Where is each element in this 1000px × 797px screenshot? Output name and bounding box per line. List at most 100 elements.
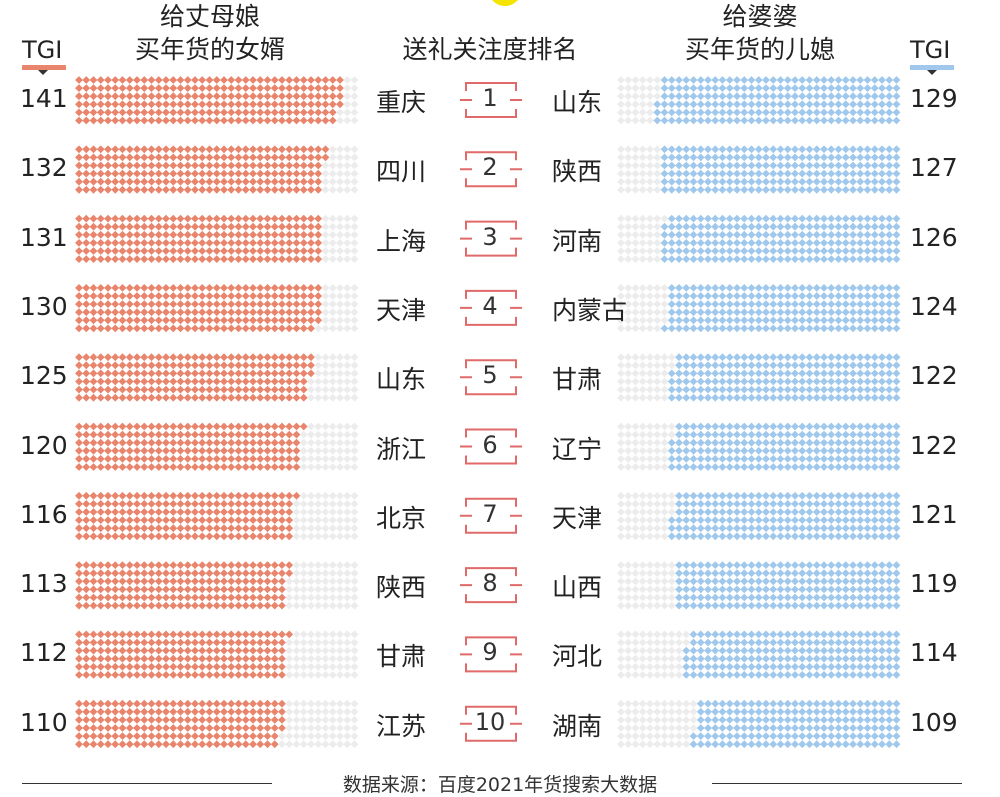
left-dot-filled [125,430,134,439]
dot-empty [314,630,323,639]
right-dot-filled [863,76,872,84]
right-dot-filled [870,430,879,439]
left-dot-filled [82,222,91,231]
left-dot-filled [104,585,112,594]
right-dot-filled [820,585,828,594]
dot-empty [682,724,691,732]
left-dot-filled [270,169,279,178]
dot-empty [321,577,330,586]
right-dot-filled [812,393,821,402]
dot-empty [292,601,301,610]
right-dot-filled [820,324,828,333]
left-dot-filled [96,577,105,586]
left-dot-filled [249,707,257,716]
left-dot-filled [263,508,272,516]
left-dot-filled [162,100,170,109]
left-dot-filled [299,324,308,333]
left-dot-filled [241,214,250,223]
dot-empty [343,116,352,125]
left-dot-filled [314,292,323,300]
right-dot-filled [769,84,778,92]
left-dot-filled [162,732,170,740]
left-dot-filled [169,455,178,463]
right-dot-filled [892,239,901,247]
right-dot-filled [798,100,807,109]
left-dot-filled [299,169,308,178]
right-dot-filled [885,630,894,639]
dot-empty [343,430,352,439]
dot-empty [638,491,647,500]
right-dot-filled [791,255,799,263]
right-dot-filled [682,239,691,247]
left-dot-filled [205,145,214,154]
left-tgi-value: 125 [20,361,68,391]
left-dot-filled [75,455,83,463]
left-dot-filled [328,92,337,101]
dot-empty [328,524,337,533]
right-dot-filled [740,316,749,325]
right-dot-filled [798,292,807,300]
left-dot-filled [263,324,272,333]
dot-empty [682,732,691,740]
right-dot-filled [812,740,821,749]
left-dot-filled [154,222,163,231]
left-dot-filled [154,214,163,223]
right-dot-filled [682,247,691,255]
right-dot-filled [740,646,749,655]
right-dot-filled [747,446,756,455]
right-dot-filled [682,369,691,378]
right-dot-filled [841,630,850,639]
dot-empty [307,446,315,455]
left-dot-filled [140,393,149,402]
left-dot-filled [111,316,120,325]
right-dot-filled [711,491,720,500]
dot-empty [638,247,647,255]
dot-empty [667,630,676,639]
left-dot-filled [285,292,294,300]
dot-empty [328,369,337,378]
right-dot-filled [762,369,770,378]
left-dot-filled [111,369,120,378]
left-dot-filled [125,463,134,471]
right-dot-filled [733,169,741,178]
right-dot-filled [834,716,843,724]
left-dot-filled [125,662,134,671]
right-dot-filled [776,491,785,500]
dot-empty [682,630,691,639]
right-dot-filled [805,455,814,463]
right-dot-filled [675,300,683,308]
right-dot-filled [762,185,770,194]
right-dot-filled [769,662,778,671]
left-dot-filled [205,108,214,117]
dot-empty [328,662,337,671]
dot-empty [646,214,654,223]
right-dot-filled [711,630,720,639]
right-dot-filled [769,524,778,533]
right-dot-filled [667,177,676,186]
left-dot-filled [212,369,221,378]
left-dot-filled [198,646,207,655]
left-dot-filled [278,377,286,386]
dot-empty [660,671,669,679]
left-dot-filled [140,214,149,223]
right-dot-filled [878,699,886,708]
dot-empty [350,284,359,292]
left-dot-filled [89,239,98,247]
right-dot-filled [718,524,727,533]
right-dot-filled [747,292,756,300]
left-dot-filled [162,169,170,178]
left-dot-filled [198,214,207,223]
right-dot-filled [769,724,778,732]
dot-empty [321,446,330,455]
right-dot-filled [798,716,807,724]
dot-empty [336,324,344,333]
left-dot-filled [176,169,185,178]
dot-empty [292,699,301,708]
right-dot-filled [834,491,843,500]
right-dot-filled [856,601,865,610]
right-dot-filled [740,292,749,300]
right-dot-filled [834,324,843,333]
left-title-line1: 给丈母娘 [159,2,260,31]
left-dot-filled [285,463,294,471]
right-dot-filled [878,716,886,724]
